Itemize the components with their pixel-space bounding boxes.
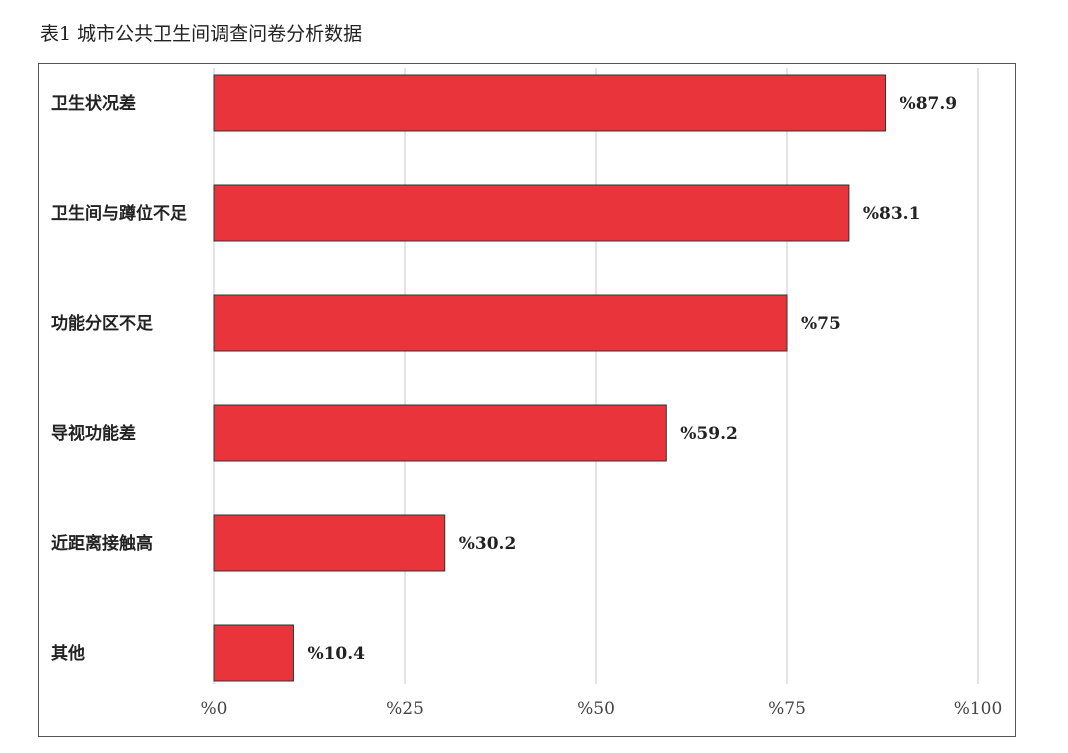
- category-label: 近距离接触高: [51, 533, 153, 554]
- value-label: %83.1: [863, 204, 921, 224]
- bar-0: [213, 74, 887, 132]
- bar-2: [213, 294, 788, 352]
- x-axis-tick-labels: %0 %25 %50 %75 %100: [201, 699, 1003, 719]
- value-label: %10.4: [307, 644, 365, 664]
- category-label: 其他: [51, 643, 85, 664]
- x-tick-label: %0: [201, 699, 228, 719]
- value-labels: %87.9 %83.1 %75 %59.2 %30.2 %10.4: [307, 94, 957, 664]
- value-label: %30.2: [459, 534, 517, 554]
- value-label: %59.2: [680, 424, 738, 444]
- category-label: 功能分区不足: [51, 313, 153, 334]
- value-label: %87.9: [900, 94, 958, 114]
- gridlines: [213, 68, 979, 684]
- x-tick-label: %25: [386, 699, 424, 719]
- bar-3: [213, 404, 667, 462]
- x-tick-label: %50: [577, 699, 615, 719]
- category-label: 导视功能差: [51, 423, 136, 444]
- bar-4: [213, 514, 446, 572]
- x-tick-label: %75: [768, 699, 806, 719]
- chart-frame: 卫生状况差 卫生间与蹲位不足 功能分区不足 导视功能差 近距离接触高 其他 %87.9 %8…: [38, 63, 1016, 737]
- x-tick-label: %100: [954, 699, 1003, 719]
- bars: [213, 74, 887, 682]
- value-label: %75: [801, 314, 841, 334]
- category-label: 卫生状况差: [51, 93, 136, 114]
- bar-1: [213, 184, 850, 242]
- bar-5: [213, 624, 294, 682]
- category-label: 卫生间与蹲位不足: [51, 203, 187, 224]
- figure-caption: 表1 城市公共卫生间调查问卷分析数据: [40, 23, 363, 45]
